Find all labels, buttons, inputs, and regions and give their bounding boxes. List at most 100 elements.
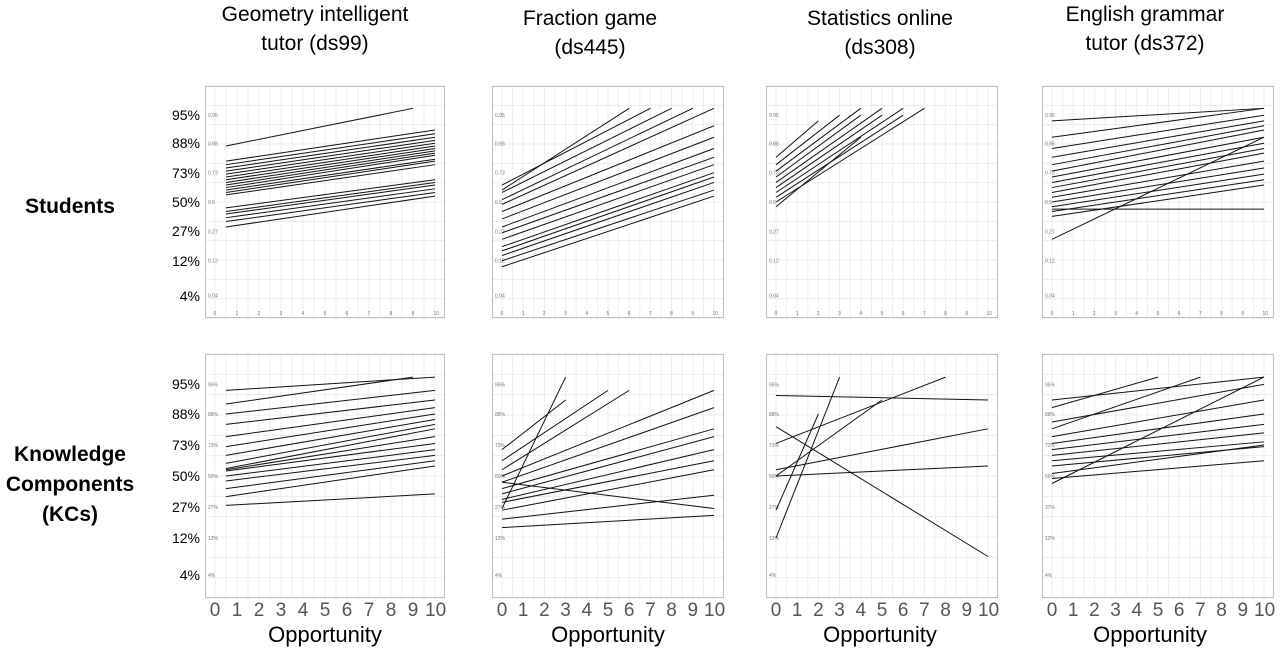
- series-line: [775, 114, 883, 188]
- outer-y-tick-label: 50%: [171, 194, 200, 210]
- series-line: [1051, 114, 1265, 149]
- panel-geometry-students: 0.95 0.88 0.73 0.5 0.27 0.12 0.04 0 1 2 3 4 5 6 7 8 9 10: [205, 85, 445, 319]
- inner-y-tick: 0.95: [208, 113, 218, 119]
- inner-y-tick: 0.88: [1045, 141, 1055, 147]
- series-line: [225, 493, 436, 506]
- series-line: [501, 195, 715, 268]
- series-line: [1051, 184, 1265, 217]
- inner-y-tick: 73%: [495, 443, 506, 449]
- inner-y-tick: 0.5: [769, 200, 776, 206]
- x-tick-label: 8: [666, 600, 677, 621]
- inner-x-tick: 1: [796, 311, 799, 317]
- series-line: [1051, 160, 1265, 198]
- series-line: [501, 407, 715, 483]
- series-line: [1051, 136, 1265, 240]
- inner-x-tick: 8: [390, 311, 393, 317]
- inner-x-tick: 6: [902, 311, 905, 317]
- series-line: [1051, 460, 1265, 479]
- series-line: [501, 376, 567, 509]
- inner-y-tick: 0.95: [769, 113, 779, 119]
- panel-border: [1042, 354, 1274, 598]
- inner-y-tick: 12%: [208, 536, 219, 542]
- series-line: [1051, 173, 1265, 208]
- series-line: [1051, 147, 1265, 189]
- series-line: [225, 449, 436, 477]
- inner-x-tick: 9: [412, 311, 415, 317]
- series-line: [1051, 441, 1265, 462]
- series-line: [1051, 179, 1265, 213]
- x-tick-label: 0: [496, 600, 508, 621]
- inner-x-tick: 4: [1135, 311, 1138, 317]
- x-tick-label: 10: [978, 600, 1000, 621]
- series-line: [225, 407, 436, 438]
- inner-y-tick: 73%: [208, 443, 219, 449]
- series-line: [1051, 376, 1265, 401]
- outer-y-tick-label: 73%: [171, 164, 200, 181]
- panel-fraction-students: 0.95 0.88 0.73 0.5 0.27 0.12 0.04 0 1 2 3 4 5 6 7 8 9 10: [492, 85, 724, 319]
- inner-y-tick: 95%: [495, 382, 506, 388]
- inner-x-tick: 7: [1199, 311, 1202, 317]
- inner-x-tick: 9: [1241, 311, 1244, 317]
- series-line: [501, 389, 630, 471]
- series-line: [1051, 383, 1265, 423]
- inner-y-tick: 0.95: [1045, 113, 1055, 119]
- inner-x-tick: 0: [501, 311, 504, 317]
- series-line: [1051, 107, 1265, 122]
- series-line: [225, 419, 436, 456]
- series-line: [225, 139, 436, 172]
- series-line: [501, 460, 715, 503]
- x-tick-label: 6: [897, 600, 909, 621]
- series-line: [501, 148, 715, 228]
- inner-x-tick: 4: [859, 311, 862, 317]
- x-tick-label: 8: [940, 600, 951, 621]
- inner-y-tick: 0.04: [769, 294, 779, 300]
- x-tick-label: 1: [231, 600, 243, 621]
- series-line: [501, 176, 715, 252]
- x-tick-label: 9: [407, 600, 419, 621]
- x-tick-label: 1: [1067, 600, 1079, 621]
- inner-x-tick: 1: [1072, 311, 1075, 317]
- inner-y-tick: 4%: [1045, 573, 1053, 579]
- inner-y-tick: 12%: [769, 536, 780, 542]
- x-tick-label: 7: [363, 600, 375, 621]
- x-tick-label: 5: [1152, 600, 1164, 621]
- inner-x-tick: 10: [1263, 311, 1269, 317]
- inner-x-tick: 0: [1051, 311, 1054, 317]
- series-line: [225, 465, 436, 498]
- inner-x-tick: 5: [881, 311, 884, 317]
- series-line: [1051, 107, 1265, 138]
- x-tick-label: 2: [539, 600, 550, 621]
- series-line: [225, 158, 436, 191]
- inner-y-tick: 0.73: [208, 171, 218, 177]
- series-line: [501, 494, 715, 520]
- inner-x-tick: 0: [775, 311, 778, 317]
- inner-y-tick: 0.5: [495, 200, 502, 206]
- series-line: [225, 460, 436, 490]
- series-line: [225, 133, 436, 166]
- inner-y-tick: 50%: [208, 474, 219, 480]
- inner-x-tick: 6: [1178, 311, 1181, 317]
- series-line: [225, 428, 436, 469]
- column-title-statistics: Statistics online (ds308): [807, 7, 953, 59]
- inner-y-tick: 50%: [769, 474, 780, 480]
- series-line: [501, 107, 715, 205]
- inner-x-tick: 10: [713, 311, 719, 317]
- inner-y-tick: 0.27: [769, 229, 779, 235]
- series-line: [501, 107, 694, 201]
- xlabel-statistics: Opportunity: [823, 622, 937, 647]
- series-line: [225, 195, 436, 228]
- x-tick-label: 9: [961, 600, 973, 621]
- series-line: [501, 399, 566, 451]
- outer-y-tick-label: 12%: [171, 529, 200, 546]
- inner-x-tick: 2: [543, 311, 546, 317]
- series-line: [1051, 136, 1265, 178]
- series-line: [501, 156, 715, 234]
- series-line: [225, 454, 436, 482]
- inner-x-tick: 10: [434, 311, 440, 317]
- outer-y-tick-label: 88%: [171, 406, 200, 422]
- series-line: [501, 136, 715, 220]
- series-line: [225, 150, 436, 183]
- inner-x-tick: 5: [324, 311, 327, 317]
- series-line: [1051, 167, 1265, 203]
- series-line: [501, 436, 715, 495]
